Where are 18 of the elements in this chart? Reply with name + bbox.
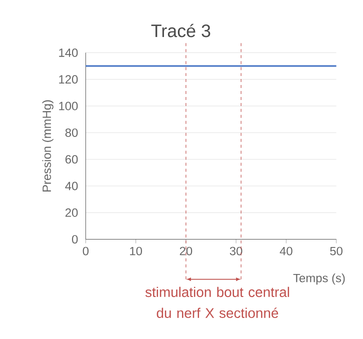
y-tick-label: 60 [65,155,78,164]
chart-title: Tracé 3 [151,24,210,38]
x-tick-label: 10 [130,246,142,256]
x-tick-label: 0 [82,246,89,256]
x-tick-label: 30 [230,246,242,256]
y-tick-label: 40 [65,182,78,190]
y-tick-label: 100 [59,102,78,110]
x-tick-label: 50 [330,246,342,256]
y-tick-label: 140 [59,48,78,57]
x-axis-title: Temps (s) [293,274,345,285]
y-tick-label: 80 [65,128,78,137]
y-axis-title: Pression (mmHg) [42,100,54,192]
y-tick-label: 20 [65,208,78,217]
x-tick-label: 40 [280,246,292,256]
y-tick-label: 0 [72,235,78,244]
text: stimulation bout central du nerf X sectionné [145,286,290,318]
y-tick-label: 120 [59,75,78,84]
x-tick-label: 20 [180,246,192,256]
